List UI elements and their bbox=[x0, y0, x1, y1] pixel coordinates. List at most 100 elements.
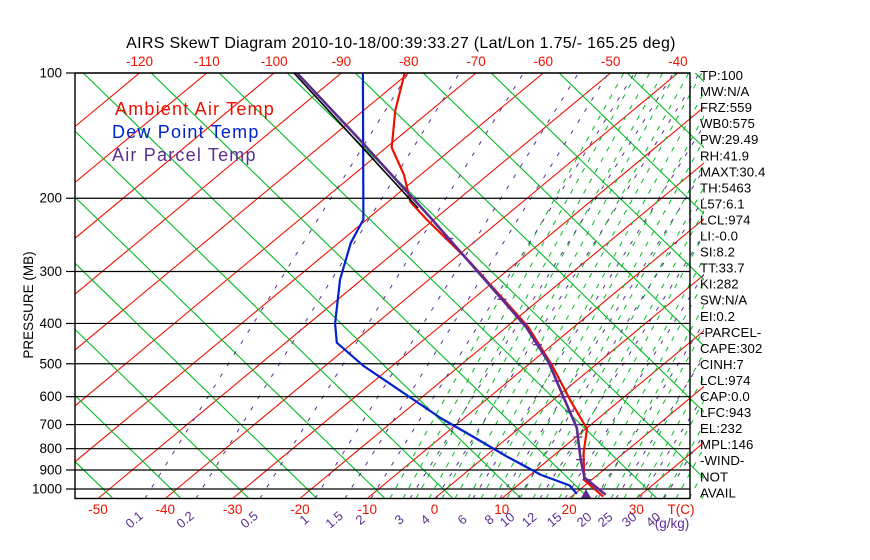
plot-border bbox=[74, 72, 691, 500]
mixing-ratio-label: 20 bbox=[574, 509, 595, 530]
pressure-tick-label: 100 bbox=[39, 66, 62, 81]
temp-bottom-label: 0 bbox=[431, 502, 439, 517]
legend-ambient-air-temp: Ambient Air Temp bbox=[115, 99, 275, 119]
stat-line: LCL:974 bbox=[700, 212, 751, 227]
moist-adiabat-line bbox=[454, 73, 690, 499]
stat-line: MAXT:30.4 bbox=[700, 164, 765, 179]
pressure-tick-label: 900 bbox=[39, 462, 62, 477]
stat-line: LFC:943 bbox=[700, 405, 751, 420]
stat-line: MPL:146 bbox=[700, 437, 753, 452]
moist-adiabat-line bbox=[754, 73, 870, 499]
moist-adiabat-line bbox=[806, 73, 870, 499]
isotherm-line bbox=[299, 162, 704, 499]
mixing-ratio-line bbox=[539, 232, 704, 499]
dry-adiabat-line bbox=[218, 73, 658, 499]
dry-adiabat-line bbox=[75, 460, 114, 499]
dewpoint-curve bbox=[334, 73, 578, 495]
stat-line: CINH:7 bbox=[700, 357, 744, 372]
dry-adiabat-line bbox=[422, 73, 704, 347]
stats-panel: TP:100MW:N/AFRZ:559WB0:575PW:29.49RH:41.… bbox=[700, 68, 765, 500]
pressure-tick-label: 500 bbox=[39, 356, 62, 371]
mixing-ratio-label: 12 bbox=[519, 509, 540, 530]
temp-top-label: -90 bbox=[332, 54, 352, 69]
stat-line: TP:100 bbox=[700, 68, 743, 83]
isotherm-line bbox=[97, 73, 611, 499]
moist-adiabat-line bbox=[519, 162, 704, 499]
temp-bottom-label: -50 bbox=[88, 502, 108, 517]
pressure-tick-label: 200 bbox=[39, 191, 62, 206]
pressure-tick-label: 300 bbox=[39, 264, 62, 279]
moist-adiabat-line bbox=[402, 73, 638, 499]
moist-adiabat-line bbox=[741, 73, 870, 499]
mixing-ratio-line bbox=[499, 168, 704, 499]
temp-top-label: -80 bbox=[399, 54, 419, 69]
dry-adiabat-line bbox=[82, 73, 522, 499]
temp-top-label: -50 bbox=[601, 54, 621, 69]
stat-line: L57:6.1 bbox=[700, 196, 745, 211]
mixing-ratio-line bbox=[663, 432, 704, 499]
temp-bottom-label: 10 bbox=[494, 502, 509, 517]
moist-adiabat-line bbox=[441, 73, 677, 499]
pressure-tick-label: 600 bbox=[39, 389, 62, 404]
moist-adiabat-line bbox=[780, 73, 870, 499]
moist-adiabat-line bbox=[558, 233, 704, 499]
mixing-ratio-unit-label: (g/kg) bbox=[655, 516, 690, 531]
temp-bottom-label: 20 bbox=[562, 502, 577, 517]
moist-adiabat-line bbox=[845, 73, 870, 499]
temp-top-label: -60 bbox=[534, 54, 554, 69]
mixing-ratio-line bbox=[409, 73, 674, 499]
moist-adiabat-line bbox=[832, 73, 870, 499]
stat-line: SW:N/A bbox=[700, 293, 747, 308]
mixing-ratio-line bbox=[259, 73, 524, 499]
dry-adiabat-line bbox=[150, 73, 590, 499]
stat-line: NOT bbox=[700, 469, 728, 484]
isotherm-line bbox=[0, 73, 72, 499]
moist-adiabat-line bbox=[819, 73, 870, 499]
dry-adiabat-line bbox=[75, 262, 318, 499]
page-title: AIRS SkewT Diagram 2010-10-18/00:39:33.2… bbox=[126, 35, 676, 52]
temp-top-label: -100 bbox=[261, 54, 288, 69]
moist-adiabat-line bbox=[415, 73, 651, 499]
mixing-ratio-line bbox=[370, 73, 635, 499]
mixing-ratio-line bbox=[435, 73, 700, 499]
mixing-ratio-label: 1.5 bbox=[322, 508, 345, 531]
mixing-ratio-line bbox=[314, 73, 579, 499]
mixing-ratio-label: 6 bbox=[455, 511, 470, 527]
pressure-tick-label: 1000 bbox=[32, 482, 62, 497]
dry-adiabat-line bbox=[75, 196, 386, 499]
dry-adiabat-line bbox=[626, 73, 704, 149]
parcel-shadow-line bbox=[293, 73, 419, 209]
mixing-ratio-line bbox=[344, 73, 609, 499]
mixing-ratio-label: 3 bbox=[392, 511, 407, 527]
stat-line: TT:33.7 bbox=[700, 261, 745, 276]
moist-adiabat-line bbox=[545, 209, 704, 499]
moist-adiabat-line bbox=[428, 73, 664, 499]
stat-line: CAPE:302 bbox=[700, 341, 762, 356]
moist-adiabat-line bbox=[480, 91, 704, 499]
sounding-curves bbox=[293, 73, 607, 498]
temp-bottom-label: -30 bbox=[223, 502, 243, 517]
moist-adiabat-line bbox=[467, 73, 703, 499]
stat-line: SI:8.2 bbox=[700, 245, 735, 260]
dry-adiabat-line bbox=[354, 73, 704, 413]
moist-adiabat-line bbox=[493, 115, 704, 499]
temp-top-label: -120 bbox=[126, 54, 153, 69]
moist-adiabat-line bbox=[584, 280, 704, 499]
legend-dew-point-temp: Dew Point Temp bbox=[112, 122, 260, 142]
temp-top-label: -110 bbox=[194, 54, 220, 69]
temp-top-label: -40 bbox=[668, 54, 688, 69]
stat-line: EI:0.2 bbox=[700, 309, 735, 324]
dry-adiabat-line bbox=[558, 73, 704, 215]
moist-adiabat-line bbox=[571, 257, 704, 499]
stat-line: CAP:0.0 bbox=[700, 389, 750, 404]
stat-line: -PARCEL- bbox=[700, 325, 761, 340]
stat-line: FRZ:559 bbox=[700, 100, 752, 115]
stat-line: AVAIL bbox=[700, 485, 736, 500]
stat-line: LI:-0.0 bbox=[700, 229, 738, 244]
isotherm-line bbox=[75, 73, 208, 184]
stat-line: KI:282 bbox=[700, 277, 739, 292]
moist-adiabat-line bbox=[389, 73, 625, 499]
